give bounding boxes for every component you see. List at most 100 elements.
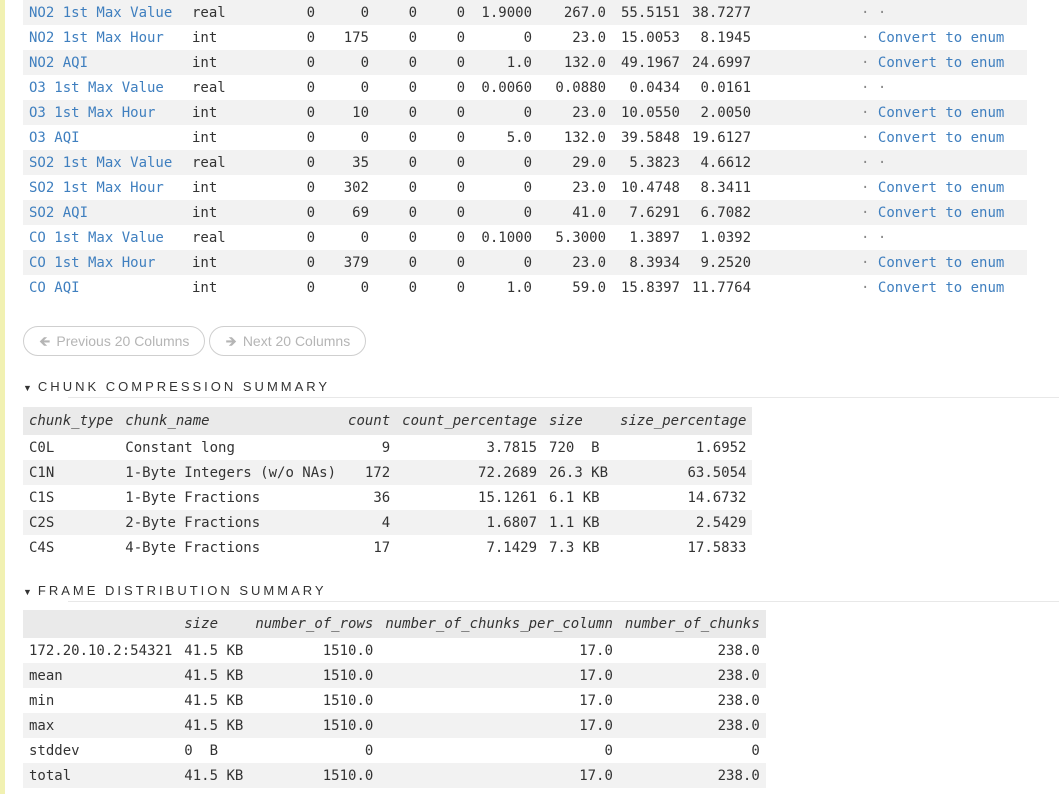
column-stat: 23.0 — [538, 100, 612, 125]
column-name-link[interactable]: NO2 AQI — [23, 50, 186, 75]
column-stat: 0 — [471, 200, 538, 225]
column-stat: 0 — [423, 50, 471, 75]
table-cell: 238.0 — [618, 663, 766, 688]
action-dots: · · — [861, 4, 887, 21]
column-stat: 9.2520 — [686, 250, 758, 275]
convert-to-enum-link[interactable]: Convert to enum — [877, 279, 1005, 296]
caret-down-icon: ▼ — [23, 587, 32, 597]
column-stat: 0 — [456, 229, 465, 246]
convert-to-enum-link[interactable]: Convert to enum — [877, 54, 1005, 71]
column-name-link[interactable]: SO2 1st Max Value — [23, 150, 186, 175]
column-stat: 5.3823 — [612, 150, 686, 175]
action-dots: · · — [861, 79, 887, 96]
column-actions: · Convert to enum — [855, 100, 1028, 125]
column-stat: 0 — [423, 200, 471, 225]
column-stat: 0 — [456, 29, 465, 46]
table-cell: 0 — [751, 742, 760, 759]
table-cell: 238.0 — [618, 763, 766, 788]
column-stat: 0 — [471, 100, 538, 125]
column-stat: 0 — [360, 279, 369, 296]
table-row: CO 1st Max Value real 0 0 0 0 0.1000 5.3000 1.38… — [23, 225, 1027, 250]
column-name-link[interactable]: SO2 AQI — [23, 200, 186, 225]
column-stat: 0 — [375, 100, 423, 125]
column-stat: 23.0 — [538, 250, 612, 275]
table-cell: 1510.0 — [249, 713, 380, 738]
table-cell: 4 — [342, 510, 397, 535]
column-stat: 1.9000 — [471, 0, 538, 25]
column-stat: 2.0050 — [686, 100, 758, 125]
column-actions: · Convert to enum — [855, 125, 1027, 150]
column-stat: 0 — [408, 229, 417, 246]
column-name-link[interactable]: SO2 1st Max Hour — [29, 179, 164, 196]
table-cell: 17 — [373, 539, 391, 556]
table-row: CO AQI int 0 0 0 0 1.0 59.0 15.8397 11.7764 · Conv… — [23, 275, 1027, 300]
table-row: mean 41.5 KB 1510.0 17.0 238.0 — [23, 663, 766, 688]
column-type: int — [186, 50, 283, 75]
table-cell: 17.0 — [579, 642, 613, 659]
column-stat: 5.3000 — [555, 229, 606, 246]
table-cell: 4-Byte Fractions — [125, 539, 261, 556]
column-actions: · · — [855, 0, 1028, 25]
table-cell: 0 B — [184, 742, 219, 759]
column-name-link[interactable]: CO 1st Max Hour — [23, 250, 186, 275]
column-header — [23, 610, 179, 638]
column-name-link[interactable]: O3 1st Max Hour — [23, 100, 186, 125]
column-name-link[interactable]: NO2 1st Max Value — [23, 0, 186, 25]
column-stat: 0 — [283, 250, 321, 275]
table-cell: 0 — [364, 742, 374, 759]
table-cell: Constant long — [125, 439, 235, 456]
spacer — [757, 25, 855, 50]
action-dots: · — [861, 104, 870, 121]
spacer — [757, 225, 855, 250]
convert-to-enum-link[interactable]: Convert to enum — [877, 179, 1005, 196]
chunk-section-header[interactable]: ▼ CHUNK COMPRESSION SUMMARY — [23, 379, 330, 394]
column-stat: 0 — [423, 150, 471, 175]
table-row: stddev 0 B 0 0 0 — [23, 738, 766, 763]
spacer — [757, 275, 855, 300]
table-cell: stddev — [29, 742, 80, 759]
column-stat: 0.0434 — [629, 79, 680, 96]
next-columns-button[interactable]: 🡺 Next 20 Columns — [209, 326, 367, 356]
column-name-link[interactable]: CO AQI — [29, 279, 80, 296]
column-stat: 0 — [456, 79, 465, 96]
column-stat: 0 — [306, 129, 315, 146]
column-stat: 0 — [375, 0, 423, 25]
table-cell: 17.0 — [579, 692, 613, 709]
frame-section-header[interactable]: ▼ FRAME DISTRIBUTION SUMMARY — [23, 583, 327, 598]
column-stat: 379 — [321, 250, 375, 275]
table-row: O3 1st Max Hour int 0 10 0 0 0 23.0 10.0550 2.005… — [23, 100, 1028, 125]
column-stat: 0 — [283, 200, 321, 225]
table-cell: 0 — [604, 742, 613, 759]
spacer — [757, 250, 856, 275]
column-header: number_of_chunks — [618, 610, 766, 638]
convert-to-enum-link[interactable]: Convert to enum — [877, 29, 1005, 46]
previous-columns-button[interactable]: 🡸 Previous 20 Columns — [23, 326, 206, 356]
pager: 🡸 Previous 20 Columns 🡺 Next 20 Columns — [23, 326, 367, 356]
table-cell: 7.1429 — [486, 539, 538, 556]
column-stat: 10 — [321, 100, 375, 125]
column-stat: 0 — [423, 0, 471, 25]
convert-to-enum-link[interactable]: Convert to enum — [877, 129, 1005, 146]
column-stat: 0 — [306, 279, 315, 296]
table-row: O3 AQI int 0 0 0 0 5.0 132.0 39.5848 19.6127 · Con… — [23, 125, 1027, 150]
column-name-link[interactable]: O3 AQI — [29, 129, 80, 146]
convert-to-enum-link[interactable]: Convert to enum — [877, 254, 1005, 271]
column-name-link[interactable]: O3 1st Max Value — [29, 79, 164, 96]
column-stat: 0 — [321, 0, 375, 25]
column-stat: 19.6127 — [692, 129, 752, 146]
column-actions: · · — [855, 75, 1027, 100]
column-name-link[interactable]: NO2 1st Max Hour — [29, 29, 164, 46]
action-dots: · — [861, 129, 870, 146]
spacer — [757, 200, 856, 225]
column-header: number_of_rows — [249, 610, 380, 638]
action-dots: · — [861, 54, 870, 71]
table-cell: 1-Byte Fractions — [125, 489, 261, 506]
convert-to-enum-link[interactable]: Convert to enum — [877, 104, 1005, 121]
table-row: C2S 2-Byte Fractions 4 1.6807 1.1 KB 2.5429 — [23, 510, 753, 535]
spacer — [757, 0, 856, 25]
arrow-left-icon: 🡸 — [39, 333, 51, 349]
table-row: min 41.5 KB 1510.0 17.0 238.0 — [23, 688, 766, 713]
action-dots: · — [861, 254, 870, 271]
column-name-link[interactable]: CO 1st Max Value — [29, 229, 164, 246]
convert-to-enum-link[interactable]: Convert to enum — [877, 204, 1005, 221]
